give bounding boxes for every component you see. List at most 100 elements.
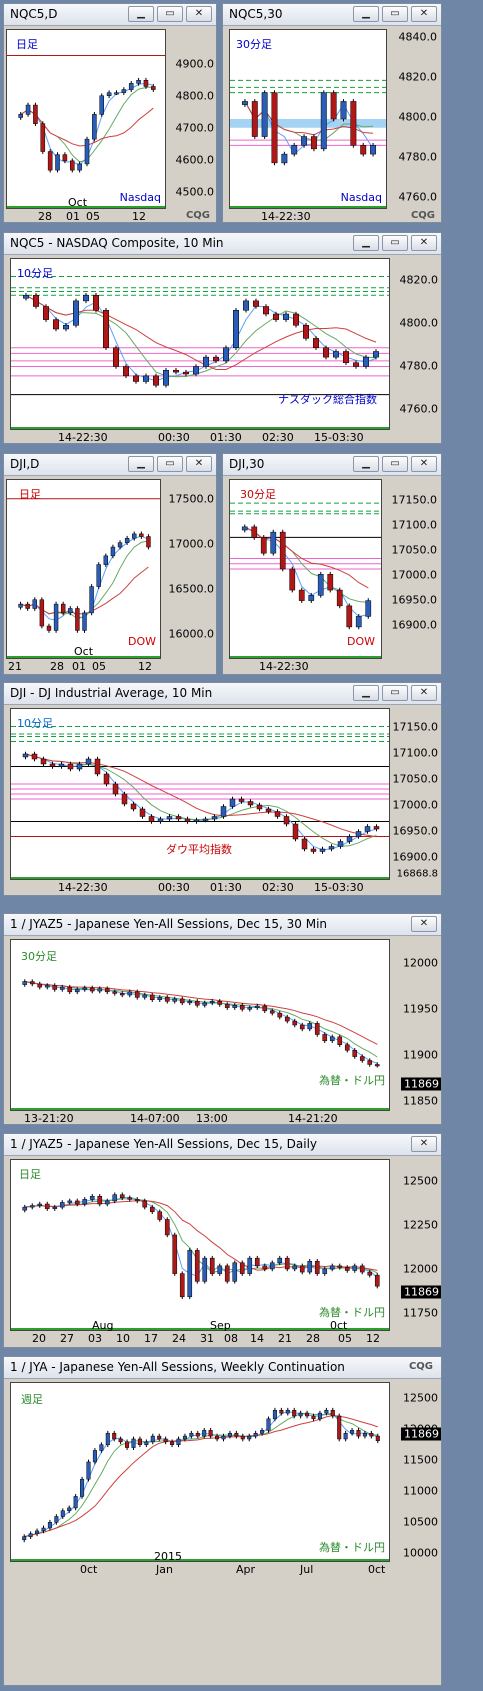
nq-30-plot[interactable]: 30分足 Nasdaq — [229, 29, 387, 209]
nq-10-plot[interactable]: 10分足 ナスダック総合指数 — [10, 258, 390, 430]
restore-icon[interactable]: ▭ — [157, 456, 183, 472]
minimize-icon[interactable]: ▁ — [353, 235, 379, 251]
minimize-icon[interactable]: ▁ — [353, 456, 379, 472]
candle-body — [239, 1005, 245, 1010]
close-icon[interactable]: ✕ — [186, 6, 212, 22]
jy-weekly-plot[interactable]: 週足 為替・ドル円 — [10, 1382, 390, 1562]
minimize-icon[interactable]: ▁ — [353, 6, 379, 22]
candle-body — [251, 101, 258, 137]
x-tick: 27 — [60, 1332, 74, 1345]
candle-body — [28, 1533, 33, 1537]
candle-body — [166, 816, 173, 820]
dji-daily-titlebar[interactable]: DJI,D ▁ ▭ ✕ — [4, 454, 216, 476]
candle-body — [54, 1516, 59, 1523]
nq-daily-plot[interactable]: 日足 Nasdaq — [6, 29, 166, 209]
restore-icon[interactable]: ▭ — [382, 456, 408, 472]
candle-body — [272, 1409, 277, 1420]
restore-icon[interactable]: ▭ — [382, 6, 408, 22]
jy-30-titlebar[interactable]: 1 / JYAZ5 - Japanese Yen-All Sessions, D… — [4, 914, 441, 936]
candle-body — [44, 985, 50, 988]
dji-30-titlebar[interactable]: DJI,30 ▁ ▭ ✕ — [223, 454, 441, 476]
close-icon[interactable]: ✕ — [411, 235, 437, 251]
candle-body — [176, 1438, 181, 1445]
jy-weekly-titlebar[interactable]: 1 / JYA - Japanese Yen-All Sessions, Wee… — [4, 1357, 441, 1379]
candle-body — [310, 848, 317, 852]
candle-body — [67, 1200, 73, 1203]
candle-body — [110, 546, 116, 557]
close-icon[interactable]: ✕ — [411, 6, 437, 22]
minimize-icon[interactable]: ▁ — [128, 456, 154, 472]
session-bar — [11, 1328, 389, 1330]
nq-daily-y-axis: 4900.0 4800.0 4700.0 4600.0 4500.0 — [166, 29, 216, 209]
close-icon[interactable]: ✕ — [186, 456, 212, 472]
close-icon[interactable]: ✕ — [411, 456, 437, 472]
nq-10-window: NQC5 - NASDAQ Composite, 10 Min ▁ ▭ ✕ 10分足… — [3, 232, 442, 444]
candle-body — [150, 1435, 155, 1443]
candle-body — [106, 92, 112, 97]
y-tick: 17050.0 — [392, 772, 439, 786]
nq-10-footer: ナスダック総合指数 — [278, 393, 377, 406]
dji-10-titlebar[interactable]: DJI - DJ Industrial Average, 10 Min ▁ ▭ ✕ — [4, 683, 441, 705]
candle-body — [136, 80, 141, 84]
last-price-tag: 11869 — [401, 1285, 441, 1299]
x-tick: 05 — [86, 210, 100, 223]
restore-icon[interactable]: ▭ — [157, 6, 183, 22]
restore-icon[interactable]: ▭ — [382, 235, 408, 251]
candle-body — [266, 1418, 271, 1431]
x-tick: 05 — [92, 660, 106, 673]
candle-body — [23, 295, 29, 299]
session-bar — [11, 1559, 389, 1561]
candle-body — [146, 536, 151, 548]
candle-body — [33, 295, 39, 307]
jy-30-plot[interactable]: 30分足 為替・ドル円 — [10, 939, 390, 1111]
candle-body — [40, 123, 46, 152]
candle-body — [367, 1060, 373, 1065]
dji-30-plot[interactable]: 30分足 DOW — [229, 479, 382, 659]
x-tick: 17 — [144, 1332, 158, 1345]
candle-body — [298, 589, 305, 601]
candle-body — [320, 92, 327, 150]
session-bar — [230, 656, 381, 658]
candle-body — [67, 1507, 72, 1512]
candle-body — [193, 819, 200, 822]
jy-daily-plot[interactable]: 日足 為替・ドル円 — [10, 1159, 390, 1331]
session-bar — [7, 656, 160, 658]
y-tick: 4700.0 — [175, 121, 215, 135]
nq-10-y-axis: 4820.0 4800.0 4780.0 4760.0 — [390, 258, 441, 430]
x-tick: 02:30 — [262, 431, 294, 444]
close-icon[interactable]: ✕ — [411, 1136, 437, 1152]
x-tick: 00:30 — [158, 881, 190, 894]
candle-body — [301, 838, 308, 850]
dji-daily-plot[interactable]: 日足 DOW — [6, 479, 161, 659]
x-tick: Apr — [236, 1563, 256, 1576]
candle-body — [330, 1409, 335, 1417]
dji-10-plot[interactable]: 10分足 ダウ平均指数 — [10, 708, 390, 880]
candle-body — [224, 1004, 230, 1008]
candle-body — [311, 1415, 316, 1420]
nq-30-titlebar[interactable]: NQC5,30 ▁ ▭ ✕ — [223, 4, 441, 26]
jy-daily-title: 1 / JYAZ5 - Japanese Yen-All Sessions, D… — [10, 1137, 318, 1151]
candle-body — [89, 1196, 95, 1200]
nq-daily-titlebar[interactable]: NQC5,D ▁ ▭ ✕ — [4, 4, 216, 26]
candle-body — [118, 1438, 123, 1443]
y-tick: 17150.0 — [392, 720, 439, 734]
jy-daily-titlebar[interactable]: 1 / JYAZ5 - Japanese Yen-All Sessions, D… — [4, 1134, 441, 1156]
candle-body — [238, 798, 245, 802]
minimize-icon[interactable]: ▁ — [128, 6, 154, 22]
minimize-icon[interactable]: ▁ — [353, 685, 379, 701]
candle-body — [93, 295, 99, 311]
close-icon[interactable]: ✕ — [411, 916, 437, 932]
candle-body — [241, 526, 248, 531]
nq-10-titlebar[interactable]: NQC5 - NASDAQ Composite, 10 Min ▁ ▭ ✕ — [4, 233, 441, 255]
candle-body — [40, 758, 47, 765]
candle-body — [279, 1409, 284, 1414]
jy-daily-window: 1 / JYAZ5 - Japanese Yen-All Sessions, D… — [3, 1133, 442, 1348]
restore-icon[interactable]: ▭ — [382, 685, 408, 701]
x-tick: 20 — [32, 1332, 46, 1345]
candle-body — [323, 347, 329, 358]
close-icon[interactable]: ✕ — [411, 685, 437, 701]
candle-body — [92, 114, 97, 140]
candle-body — [247, 1435, 252, 1440]
jy-30-x-axis: 13-21:20 14-07:00 13:00 14-21:20 — [10, 1111, 390, 1124]
candle-body — [52, 1206, 58, 1209]
